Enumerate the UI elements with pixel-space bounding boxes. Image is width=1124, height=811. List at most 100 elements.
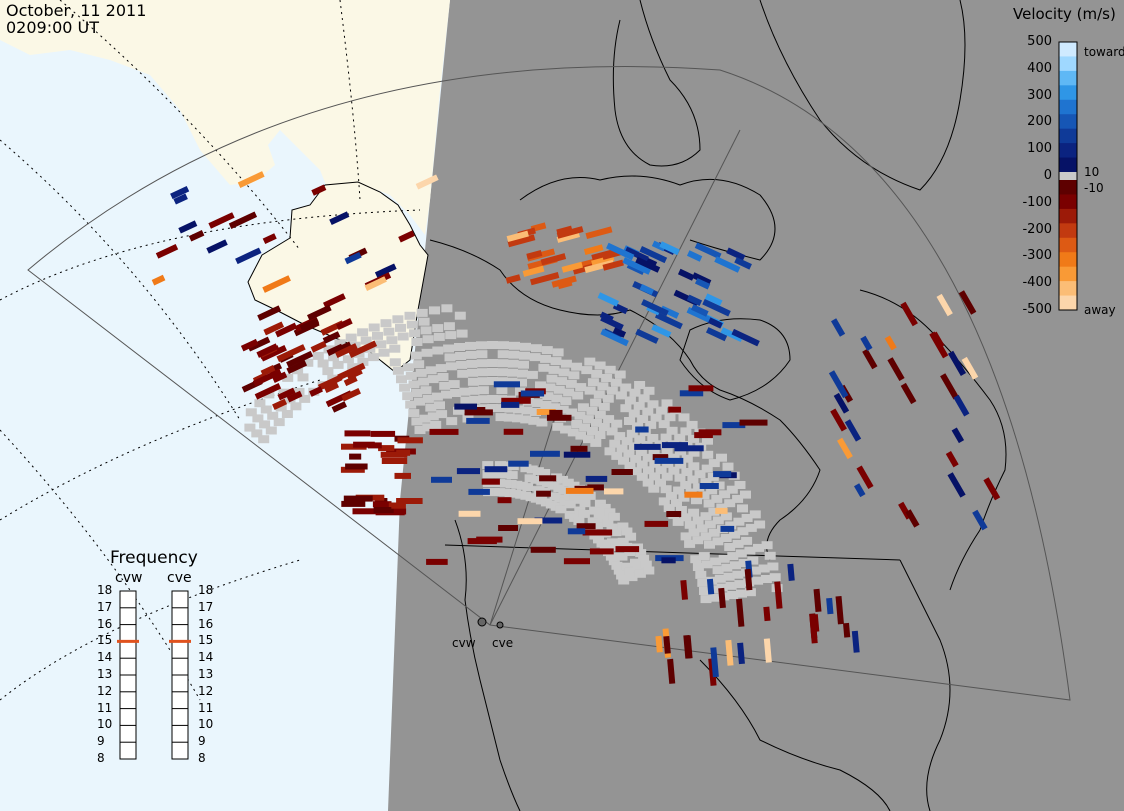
- velocity-cell: [854, 483, 866, 498]
- velocity-cell: [655, 635, 663, 653]
- ground-scatter-cell: [721, 563, 733, 572]
- frequency-tick-right: 11: [198, 700, 214, 715]
- frequency-tick-left: 10: [97, 717, 113, 732]
- colorbar-toward-segment: [1059, 114, 1077, 130]
- ground-scatter-cell: [528, 416, 540, 425]
- ground-scatter-cell: [638, 554, 650, 563]
- ground-scatter-cell: [716, 583, 728, 592]
- ground-scatter-cell: [604, 365, 616, 374]
- ground-scatter-cell: [694, 470, 706, 479]
- ground-scatter-cell: [734, 481, 746, 489]
- velocity-tick: -500: [1022, 302, 1052, 317]
- ground-scatter-cell: [675, 447, 686, 456]
- velocity-cell: [252, 368, 282, 387]
- ground-scatter-cell: [448, 380, 460, 389]
- ground-scatter-cell: [419, 414, 431, 423]
- velocity-cell: [835, 596, 844, 625]
- velocity-cell: [539, 475, 557, 482]
- velocity-tick: -100: [1022, 194, 1052, 210]
- ground-scatter-cell: [512, 414, 523, 423]
- frequency-tick-right: 13: [198, 667, 214, 681]
- velocity-cell: [763, 638, 772, 663]
- ground-scatter-cell: [372, 331, 383, 340]
- ground-scatter-cell: [404, 311, 416, 320]
- velocity-cell: [393, 508, 407, 515]
- site-label-cve: cve: [492, 636, 514, 650]
- ground-scatter-cell: [616, 571, 628, 580]
- velocity-cell: [344, 251, 362, 265]
- velocity-cell: [309, 386, 323, 397]
- ground-scatter-cell: [648, 447, 660, 455]
- ground-scatter-cell: [456, 360, 468, 369]
- velocity-cell: [589, 548, 614, 555]
- ground-scatter-cell: [251, 429, 263, 438]
- ground-scatter-cell: [496, 386, 508, 395]
- velocity-cell: [833, 392, 850, 414]
- velocity-cell: [329, 211, 350, 226]
- velocity-cell: [843, 622, 851, 638]
- away-label: away: [1084, 303, 1116, 317]
- velocity-cell: [466, 417, 490, 424]
- ground-scatter-cell: [589, 506, 601, 515]
- ground-scatter-cell: [665, 491, 677, 500]
- velocity-cell: [299, 317, 320, 332]
- ground-scatter-cell: [411, 417, 423, 426]
- velocity-cell: [476, 536, 503, 543]
- ground-scatter-cell: [617, 537, 629, 546]
- velocity-cell: [860, 335, 873, 351]
- velocity-cell: [639, 246, 668, 264]
- colorbar-toward-segment: [1059, 99, 1077, 115]
- ground-scatter-cell: [687, 475, 699, 484]
- velocity-cell: [370, 430, 396, 437]
- ground-scatter-cell: [645, 420, 657, 429]
- velocity-cell: [659, 241, 680, 256]
- frequency-tick-left: 9: [97, 734, 105, 749]
- ground-scatter-cell: [259, 420, 271, 429]
- ground-scatter-cell: [411, 389, 423, 397]
- ground-scatter-cell: [696, 524, 708, 533]
- ground-scatter-cell: [578, 509, 590, 518]
- velocity-cell: [178, 220, 198, 234]
- velocity-cell: [704, 293, 723, 306]
- ground-scatter-cell: [598, 514, 610, 523]
- velocity-cell: [561, 261, 583, 273]
- velocity-cell: [683, 634, 692, 659]
- velocity-scatter-cells: [151, 171, 1001, 686]
- velocity-tick: 400: [1027, 60, 1052, 76]
- colorbar-away-segment: [1059, 237, 1077, 253]
- velocity-cell: [706, 578, 715, 595]
- ground-scatter-cell: [701, 464, 713, 473]
- velocity-cell: [583, 244, 604, 255]
- velocity-tick: 0: [1043, 168, 1052, 183]
- ground-scatter-cell: [584, 491, 596, 500]
- ground-scatter-cell: [621, 562, 633, 571]
- ground-scatter-cell: [664, 413, 676, 422]
- frequency-tick-left: 12: [97, 683, 113, 698]
- ground-scatter-cell: [499, 479, 511, 488]
- velocity-cell: [639, 284, 655, 296]
- frequency-tick-right: 12: [198, 683, 214, 698]
- ground-scatter-cell: [540, 401, 552, 409]
- ground-scatter-cell: [292, 366, 304, 375]
- ground-scatter-cell: [548, 365, 560, 374]
- ground-scatter-cell: [302, 358, 314, 367]
- velocity-cell: [254, 383, 282, 400]
- velocity-cell: [310, 340, 327, 353]
- velocity-cell: [311, 184, 327, 196]
- ground-scatter-cell: [749, 566, 761, 575]
- ground-scatter-cell: [420, 326, 432, 335]
- velocity-cell: [536, 490, 551, 497]
- velocity-cell: [173, 193, 188, 205]
- velocity-cell: [940, 373, 959, 400]
- ground-scatter-cell: [601, 374, 613, 382]
- ground-scatter-cell: [476, 350, 488, 359]
- greenland-coast: [759, 0, 966, 191]
- ground-scatter-cell: [453, 406, 464, 415]
- ground-scatter-cell: [700, 512, 712, 521]
- velocity-cell: [456, 468, 480, 475]
- ground-scatter-cell: [441, 304, 453, 313]
- ground-scatter-cell: [299, 394, 311, 403]
- ground-scatter-cell: [660, 433, 672, 442]
- ground-scatter-cell: [429, 306, 440, 315]
- plot-date: October, 11 2011: [6, 1, 147, 20]
